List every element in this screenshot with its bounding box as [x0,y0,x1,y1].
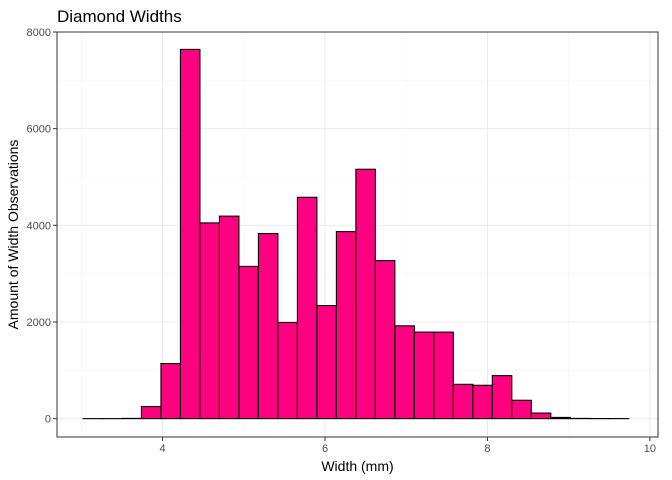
histogram-bar [179,48,201,420]
histogram-bar [335,231,357,420]
histogram-bar [550,416,571,420]
y-tick-label: 8000 [27,27,51,39]
histogram-bar [394,325,415,420]
plot-panel-border [56,31,659,438]
histogram-bar [238,265,259,420]
y-tick-label: 0 [45,414,51,426]
histogram-bar [296,196,318,420]
x-tick-label: 8 [484,443,490,455]
chart-title: Diamond Widths [57,7,182,26]
x-tick-label: 6 [322,443,328,455]
histogram-bar [277,321,298,420]
histogram-bar [452,383,474,420]
y-axis-title: Amount of Width Observations [5,140,21,330]
histogram-bars [82,48,630,420]
histogram-bar [511,399,532,420]
histogram-bar [257,232,279,420]
y-tick-label: 6000 [27,124,51,136]
axis-ticks: 4 6 8 10 0 2000 4000 6000 8000 [27,27,656,455]
histogram-bar [413,331,435,420]
y-tick-label: 2000 [27,317,51,329]
histogram-bar [316,304,337,420]
x-tick-label: 10 [644,443,656,455]
histogram-bar [140,406,162,420]
x-axis-title: Width (mm) [321,458,393,474]
histogram-bar [355,168,376,420]
histogram-bar [433,331,454,420]
histogram-bar [374,260,396,420]
histogram-bar [160,362,181,420]
histogram-bar [491,375,513,420]
y-tick-label: 4000 [27,220,51,232]
histogram-bar [530,412,552,420]
histogram-bar [218,215,240,420]
histogram-bar [199,222,220,420]
x-tick-label: 4 [160,443,166,455]
histogram-bar [472,384,493,420]
